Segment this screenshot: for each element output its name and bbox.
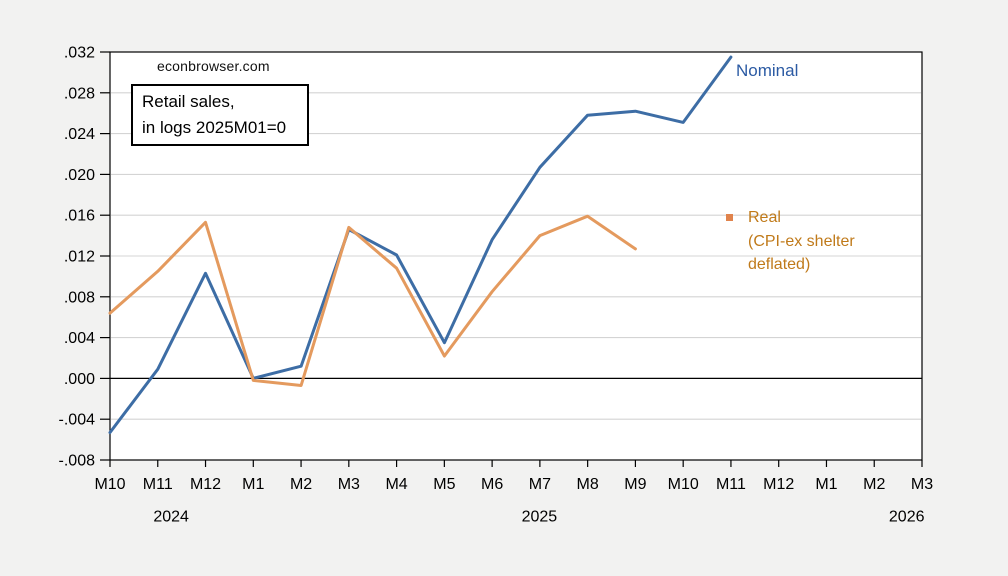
annotation-line-2: in logs 2025M01=0	[142, 118, 287, 137]
y-axis-tick-label: .032	[64, 45, 95, 62]
year-label: 2025	[522, 509, 558, 526]
nominal-series-line	[108, 55, 733, 434]
legend-nominal-label: Nominal	[736, 61, 799, 80]
y-axis-tick-label: .012	[64, 249, 95, 266]
x-axis-tick-label: M9	[624, 476, 646, 493]
year-label: 2024	[153, 509, 189, 526]
x-axis-tick-label: M3	[911, 476, 933, 493]
x-axis-tick-label: M10	[94, 476, 125, 493]
legend-real-line-2: (CPI-ex shelter	[748, 232, 855, 250]
y-axis-tick-label: .024	[64, 126, 95, 143]
watermark: econbrowser.com	[157, 58, 270, 74]
x-axis-tick-label: M12	[763, 476, 794, 493]
x-axis-tick-label: M7	[529, 476, 551, 493]
x-axis-tick-label: M8	[577, 476, 599, 493]
legend-real: Real (CPI-ex shelter deflated)	[726, 206, 855, 277]
annotation-box: Retail sales, in logs 2025M01=0	[131, 84, 309, 146]
legend-real-label: Real (CPI-ex shelter deflated)	[748, 206, 855, 277]
x-axis-tick-label: M3	[338, 476, 360, 493]
annotation-line-1: Retail sales,	[142, 92, 235, 111]
x-axis-tick-label: M10	[668, 476, 699, 493]
real-series-marker-icon	[726, 214, 733, 221]
x-axis-tick-label: M2	[290, 476, 312, 493]
y-axis-tick-label: -.004	[59, 412, 96, 429]
y-axis-tick-label: .028	[64, 85, 95, 102]
x-axis-tick-label: M5	[433, 476, 455, 493]
year-label: 2026	[889, 509, 925, 526]
x-axis-tick-label: M11	[143, 476, 173, 493]
x-axis-tick-label: M1	[815, 476, 837, 493]
x-axis-tick-label: M11	[716, 476, 746, 493]
legend-real-line-1: Real	[748, 209, 781, 226]
x-axis-tick-label: M2	[863, 476, 885, 493]
x-axis-tick-label: M1	[242, 476, 264, 493]
y-axis-tick-label: .016	[64, 208, 95, 225]
y-axis-tick-label: .008	[64, 289, 95, 306]
y-axis-tick-label: .020	[64, 167, 95, 184]
y-axis-tick-label: .000	[64, 371, 95, 388]
y-axis-tick-label: -.008	[59, 453, 96, 470]
y-axis-tick-label: .004	[64, 330, 95, 347]
real-series-line	[108, 214, 637, 387]
legend-real-line-3: deflated)	[748, 256, 811, 273]
x-axis-tick-label: M4	[385, 476, 407, 493]
x-axis-tick-label: M6	[481, 476, 503, 493]
x-axis-tick-label: M12	[190, 476, 221, 493]
